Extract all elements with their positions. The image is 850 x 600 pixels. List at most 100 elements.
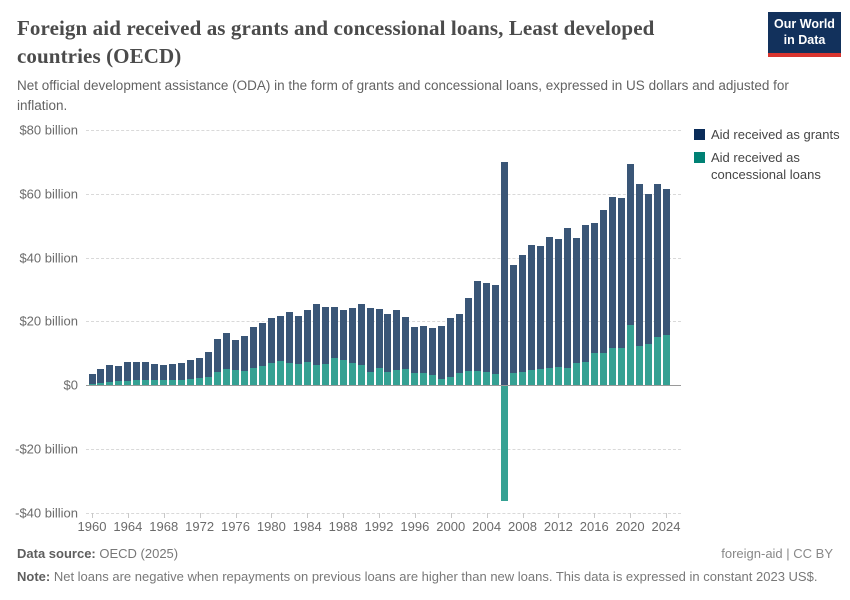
bar-loans-1971[interactable] — [187, 378, 195, 385]
bar-loans-1962[interactable] — [106, 382, 114, 385]
bar-grants-2023[interactable] — [653, 183, 661, 337]
bar-loans-2013[interactable] — [563, 368, 571, 385]
bar-loans-2006[interactable] — [501, 386, 509, 501]
bar-grants-1972[interactable] — [196, 357, 204, 378]
bar-loans-1975[interactable] — [223, 369, 231, 385]
bar-loans-2002[interactable] — [465, 370, 473, 385]
bar-grants-1995[interactable] — [402, 317, 410, 370]
legend-item-grants[interactable]: Aid received as grants — [694, 127, 846, 143]
bar-loans-1984[interactable] — [303, 362, 311, 385]
bar-loans-1976[interactable] — [232, 370, 239, 385]
bar-grants-1998[interactable] — [429, 327, 437, 376]
bar-grants-1964[interactable] — [124, 362, 132, 381]
bar-loans-1969[interactable] — [169, 379, 177, 385]
bar-loans-2001[interactable] — [456, 373, 464, 385]
bar-grants-1981[interactable] — [276, 316, 284, 362]
bar-loans-2019[interactable] — [617, 348, 625, 385]
bar-grants-1970[interactable] — [178, 363, 186, 380]
bar-grants-1997[interactable] — [420, 325, 428, 374]
bar-loans-2012[interactable] — [554, 366, 562, 385]
bar-grants-2006[interactable] — [501, 161, 509, 385]
bar-loans-1997[interactable] — [420, 373, 428, 385]
bar-grants-2001[interactable] — [456, 313, 464, 374]
bar-loans-1993[interactable] — [384, 371, 392, 385]
bar-grants-1960[interactable] — [88, 373, 96, 385]
bar-loans-1989[interactable] — [348, 363, 356, 385]
bar-loans-2003[interactable] — [474, 370, 482, 385]
bar-grants-2015[interactable] — [581, 225, 589, 362]
bar-loans-1990[interactable] — [357, 364, 365, 385]
bar-loans-2007[interactable] — [510, 373, 518, 385]
bar-loans-1981[interactable] — [276, 361, 284, 385]
bar-loans-1974[interactable] — [214, 371, 222, 385]
bar-loans-1982[interactable] — [285, 363, 293, 385]
bar-grants-1992[interactable] — [375, 308, 383, 369]
bar-grants-2009[interactable] — [527, 245, 535, 370]
bar-grants-1990[interactable] — [357, 304, 365, 365]
bar-loans-1986[interactable] — [321, 363, 329, 385]
bar-grants-1994[interactable] — [393, 309, 401, 370]
bar-loans-2004[interactable] — [483, 372, 491, 385]
legend-item-loans[interactable]: Aid received as concessional loans — [694, 150, 846, 183]
bar-loans-2005[interactable] — [492, 373, 500, 385]
bar-grants-1987[interactable] — [330, 307, 338, 359]
bar-loans-1970[interactable] — [178, 379, 186, 385]
bar-loans-1964[interactable] — [124, 380, 132, 385]
bar-grants-1977[interactable] — [240, 335, 248, 371]
bar-grants-1988[interactable] — [339, 309, 347, 361]
bar-grants-2018[interactable] — [608, 196, 616, 349]
bar-loans-1992[interactable] — [375, 368, 383, 385]
bar-loans-2024[interactable] — [662, 334, 670, 385]
bar-loans-1980[interactable] — [267, 362, 275, 385]
bar-grants-1999[interactable] — [438, 326, 446, 380]
bar-loans-2018[interactable] — [608, 348, 616, 385]
bar-loans-1998[interactable] — [429, 375, 437, 385]
bar-grants-2008[interactable] — [519, 254, 526, 372]
bar-loans-2020[interactable] — [626, 324, 634, 385]
bar-grants-1982[interactable] — [285, 312, 293, 364]
bar-loans-1994[interactable] — [393, 370, 401, 385]
bar-grants-2005[interactable] — [492, 285, 500, 374]
bar-grants-2024[interactable] — [662, 188, 670, 335]
bar-grants-1963[interactable] — [115, 365, 123, 381]
bar-grants-1989[interactable] — [348, 308, 356, 363]
bar-loans-1987[interactable] — [330, 358, 338, 385]
bar-grants-1973[interactable] — [205, 352, 213, 377]
bar-loans-1996[interactable] — [411, 373, 419, 385]
bar-loans-1988[interactable] — [339, 360, 347, 385]
bar-grants-1966[interactable] — [142, 361, 150, 380]
bar-grants-1974[interactable] — [214, 339, 222, 372]
bar-grants-2003[interactable] — [474, 281, 482, 371]
bar-grants-1971[interactable] — [187, 360, 195, 379]
license-text[interactable]: foreign-aid | CC BY — [721, 546, 833, 561]
bar-grants-1961[interactable] — [97, 369, 105, 384]
bar-loans-1977[interactable] — [240, 370, 248, 385]
bar-grants-1967[interactable] — [151, 363, 159, 381]
bar-loans-2011[interactable] — [545, 368, 553, 385]
bar-grants-2012[interactable] — [554, 239, 562, 367]
bar-grants-2021[interactable] — [635, 184, 643, 347]
bar-grants-1978[interactable] — [249, 326, 257, 369]
bar-loans-1973[interactable] — [205, 376, 213, 385]
bar-loans-1999[interactable] — [438, 379, 446, 385]
bar-loans-1965[interactable] — [133, 380, 141, 385]
bar-loans-1961[interactable] — [97, 383, 105, 385]
bar-loans-2015[interactable] — [581, 361, 589, 385]
bar-grants-1991[interactable] — [366, 308, 374, 372]
bar-loans-1960[interactable] — [88, 384, 96, 385]
bar-loans-2009[interactable] — [527, 370, 535, 385]
bar-grants-1984[interactable] — [303, 310, 311, 363]
bar-loans-2010[interactable] — [536, 369, 544, 385]
bar-grants-1969[interactable] — [169, 364, 177, 380]
bar-grants-2022[interactable] — [644, 193, 652, 344]
bar-loans-2014[interactable] — [572, 363, 580, 385]
bar-grants-1993[interactable] — [384, 313, 392, 372]
bar-grants-2020[interactable] — [626, 164, 634, 325]
bar-loans-2022[interactable] — [644, 343, 652, 385]
bar-loans-2008[interactable] — [519, 371, 526, 385]
bar-loans-1978[interactable] — [249, 368, 257, 385]
bar-grants-1962[interactable] — [106, 364, 114, 383]
bar-loans-1985[interactable] — [312, 364, 320, 385]
bar-grants-2014[interactable] — [572, 237, 580, 364]
bar-grants-1996[interactable] — [411, 326, 419, 374]
